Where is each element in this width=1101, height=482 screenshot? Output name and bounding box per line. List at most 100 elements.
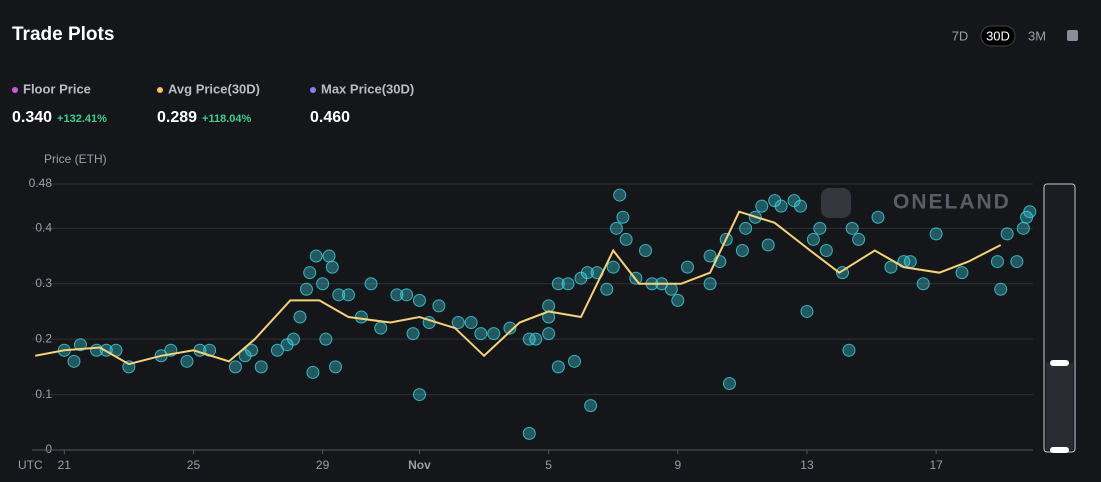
trade-point[interactable] (254, 360, 268, 374)
trade-point[interactable] (522, 426, 536, 440)
trade-point[interactable] (503, 321, 517, 335)
trade-point[interactable] (845, 221, 859, 235)
trade-point[interactable] (306, 365, 320, 379)
trade-point[interactable] (325, 260, 339, 274)
trade-point[interactable] (703, 249, 717, 263)
trade-point[interactable] (761, 238, 775, 252)
calendar-icon[interactable] (1067, 30, 1078, 41)
x-tick-label: 21 (58, 458, 72, 472)
trade-point[interactable] (600, 282, 614, 296)
trade-point[interactable] (329, 360, 343, 374)
trade-point[interactable] (619, 232, 633, 246)
trade-point[interactable] (551, 360, 565, 374)
trade-point[interactable] (739, 221, 753, 235)
slider-handle[interactable] (1050, 447, 1069, 453)
range-button[interactable]: 7D (952, 28, 969, 43)
stat-label: Floor Price (23, 81, 91, 96)
trade-point[interactable] (390, 288, 404, 302)
trade-point[interactable] (929, 227, 943, 241)
trade-point[interactable] (542, 299, 556, 313)
trade-point[interactable] (1016, 221, 1030, 235)
y-tick-label: 0.1 (35, 387, 52, 401)
range-selected (980, 25, 1016, 47)
stat-value: 0.340 (12, 109, 52, 126)
trade-point[interactable] (639, 244, 653, 257)
trade-point[interactable] (400, 288, 414, 302)
trade-point[interactable] (955, 266, 969, 280)
trade-point[interactable] (551, 277, 565, 291)
trade-point[interactable] (813, 221, 827, 235)
trade-point[interactable] (774, 199, 788, 213)
trade-point[interactable] (671, 293, 685, 307)
y-tick-label: 0.48 (29, 176, 53, 190)
trade-point[interactable] (67, 354, 81, 368)
trade-point[interactable] (529, 332, 543, 346)
trade-point[interactable] (567, 354, 581, 368)
range-button[interactable]: 3M (1028, 28, 1046, 43)
trade-point[interactable] (916, 277, 930, 291)
trade-point[interactable] (852, 232, 866, 246)
trade-point[interactable] (990, 255, 1004, 269)
trade-point[interactable] (299, 282, 313, 296)
trade-point[interactable] (464, 316, 478, 330)
trade-point[interactable] (287, 332, 301, 346)
trade-point[interactable] (613, 188, 627, 202)
trade-point[interactable] (73, 338, 87, 352)
trade-point[interactable] (451, 316, 465, 330)
trade-point[interactable] (412, 388, 426, 402)
trade-point[interactable] (871, 210, 885, 224)
trade-point[interactable] (735, 244, 749, 257)
trade-point[interactable] (341, 288, 355, 302)
trade-point[interactable] (616, 210, 630, 224)
trade-point[interactable] (584, 399, 598, 413)
trade-point[interactable] (245, 343, 259, 357)
stat-dot (12, 87, 18, 93)
trade-point[interactable] (1010, 255, 1024, 269)
trade-point[interactable] (755, 199, 769, 213)
trade-point[interactable] (1023, 205, 1037, 219)
trade-point[interactable] (542, 327, 556, 341)
trade-point[interactable] (316, 277, 330, 291)
trade-point[interactable] (806, 232, 820, 246)
trade-point[interactable] (354, 310, 368, 324)
trade-point[interactable] (180, 354, 194, 368)
trade-point[interactable] (474, 327, 488, 341)
trade-point[interactable] (609, 221, 623, 235)
trade-point[interactable] (819, 244, 833, 257)
trade-point[interactable] (794, 199, 808, 213)
trade-point[interactable] (606, 260, 620, 274)
trade-point[interactable] (842, 343, 856, 357)
trade-point[interactable] (228, 360, 242, 374)
x-tick-label: 5 (545, 458, 552, 472)
trade-point[interactable] (1000, 227, 1014, 241)
trade-point[interactable] (432, 299, 446, 313)
watermark: ONELAND (893, 191, 1011, 214)
trade-point[interactable] (800, 304, 814, 318)
trade-point[interactable] (903, 255, 917, 269)
trade-point[interactable] (680, 260, 694, 274)
trade-point[interactable] (374, 321, 388, 335)
range-button[interactable]: 30D (986, 28, 1010, 43)
trade-point[interactable] (994, 282, 1008, 296)
trade-point[interactable] (270, 343, 284, 357)
trade-point[interactable] (293, 310, 307, 324)
trade-point[interactable] (406, 327, 420, 341)
trade-point[interactable] (703, 277, 717, 291)
trade-point[interactable] (319, 332, 333, 346)
trade-point[interactable] (309, 249, 323, 263)
trade-point[interactable] (412, 293, 426, 307)
x-tick-label: 17 (929, 458, 943, 472)
trade-point[interactable] (487, 327, 501, 341)
slider-handle[interactable] (1050, 360, 1069, 366)
trade-point[interactable] (364, 277, 378, 291)
trade-point[interactable] (332, 288, 346, 302)
trade-point[interactable] (664, 282, 678, 296)
trade-point[interactable] (303, 266, 317, 280)
trade-point[interactable] (722, 377, 736, 390)
trade-point[interactable] (561, 277, 575, 291)
trade-point[interactable] (884, 260, 898, 274)
trade-point[interactable] (580, 266, 594, 280)
trade-point[interactable] (322, 249, 336, 263)
x-tick-label: 9 (674, 458, 681, 472)
